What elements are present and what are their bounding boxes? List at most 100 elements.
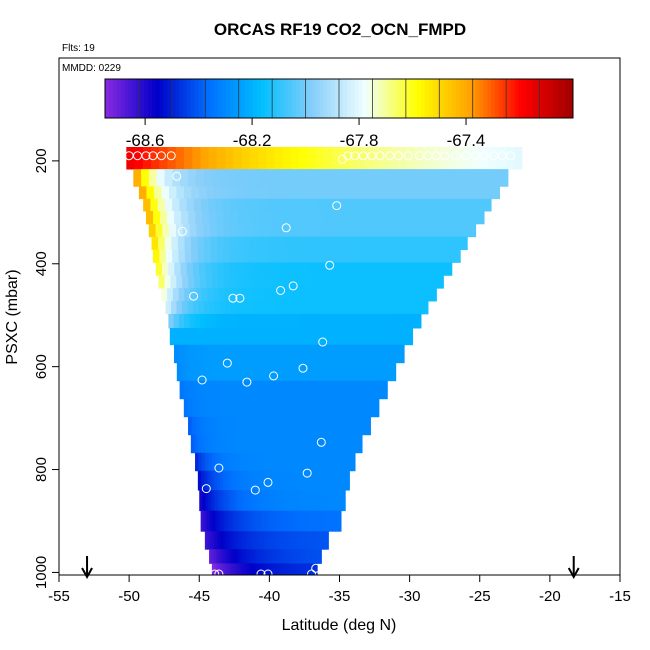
colorbar-segment — [569, 79, 574, 118]
heatmap-cell — [406, 169, 415, 187]
heatmap-cell — [285, 262, 293, 276]
heatmap-cell — [233, 416, 239, 436]
heatmap-cell — [176, 275, 183, 289]
heatmap-cell — [240, 563, 244, 576]
heatmap-cell — [253, 510, 257, 532]
colorbar-segment — [120, 79, 125, 118]
heatmap-cell — [213, 470, 218, 491]
heatmap-cell — [324, 275, 332, 289]
heatmap-cell — [236, 301, 243, 315]
heatmap-cell — [198, 452, 203, 472]
heatmap-cell — [212, 288, 220, 302]
heatmap-cell — [184, 186, 193, 200]
heatmap-cell — [235, 275, 243, 289]
heatmap-cell — [210, 236, 218, 251]
heatmap-cell — [311, 452, 316, 472]
heatmap-cell — [327, 470, 331, 491]
heatmap-cell — [303, 344, 309, 364]
heatmap-cell — [200, 510, 205, 532]
heatmap-cell — [294, 452, 299, 472]
heatmap-cell — [183, 344, 189, 364]
heatmap-cell — [274, 344, 281, 364]
heatmap-cell — [257, 563, 261, 576]
heatmap-cell — [317, 470, 322, 491]
heatmap-cell — [354, 434, 359, 454]
heatmap-cell — [374, 398, 380, 418]
heatmap-cell — [284, 452, 289, 472]
flight-point — [451, 151, 461, 161]
heatmap-cell — [273, 563, 277, 576]
heatmap-cell — [513, 147, 523, 170]
heatmap-cell — [293, 490, 298, 512]
heatmap-cell — [390, 262, 397, 276]
heatmap-cell — [362, 416, 368, 436]
heatmap-cell — [238, 452, 243, 472]
heatmap-cell — [244, 211, 253, 225]
flight-point — [325, 260, 335, 270]
heatmap-cell — [278, 490, 282, 512]
heatmap-cell — [280, 198, 289, 212]
heatmap-cell — [223, 223, 232, 238]
heatmap-cell — [205, 262, 212, 276]
heatmap-cell — [255, 328, 262, 346]
heatmap-cell — [179, 198, 188, 212]
colorbar-segment — [315, 79, 320, 118]
heatmap-cell — [245, 470, 249, 491]
heatmap-cell — [324, 198, 333, 212]
heatmap-cell — [159, 249, 167, 263]
heatmap-cell — [343, 470, 347, 491]
colorbar-segment — [288, 79, 293, 118]
heatmap-cell — [157, 198, 166, 212]
heatmap-cell — [394, 186, 403, 200]
heatmap-cell — [396, 262, 403, 276]
heatmap-cell — [235, 470, 240, 491]
heatmap-cell — [250, 236, 258, 251]
heatmap-cell — [287, 531, 291, 550]
heatmap-cell — [338, 249, 346, 263]
colorbar-segment — [264, 79, 270, 118]
heatmap-cell — [178, 288, 185, 302]
heatmap-cell — [434, 236, 442, 251]
heatmap-cell — [174, 262, 182, 276]
heatmap-cell — [357, 211, 365, 225]
heatmap-cell — [241, 490, 246, 512]
heatmap-cell — [253, 301, 260, 315]
flight-point — [318, 337, 328, 347]
heatmap-cell — [359, 362, 365, 382]
heatmap-cell — [223, 275, 231, 289]
heatmap-cell — [326, 313, 333, 329]
heatmap-cell — [235, 262, 243, 276]
x-axis-label: Latitude (deg N) — [282, 617, 397, 634]
heatmap-cell — [184, 328, 191, 346]
heatmap-cell — [364, 249, 372, 263]
heatmap-cell — [374, 380, 380, 400]
heatmap-cell — [274, 380, 280, 400]
heatmap-cell — [216, 211, 225, 225]
colorbar-segment — [175, 79, 180, 118]
colorbar-segment — [397, 79, 402, 118]
heatmap-cell — [287, 288, 294, 302]
heatmap-cell — [304, 362, 310, 382]
heatmap-cell — [216, 223, 225, 238]
heatmap-cell — [217, 344, 223, 364]
heatmap-cell — [336, 434, 342, 454]
heatmap-cell — [256, 531, 260, 550]
heatmap-cell — [309, 416, 314, 436]
heatmap-cell — [283, 434, 288, 454]
heatmap-cell — [309, 380, 315, 400]
heatmap-cell — [251, 434, 256, 454]
heatmap-cell — [205, 434, 210, 454]
heatmap-cell — [254, 262, 262, 276]
heatmap-cell — [300, 211, 309, 225]
heatmap-cell — [387, 223, 395, 238]
heatmap-cell — [298, 288, 306, 302]
heatmap-cell — [302, 236, 310, 251]
heatmap-cell — [311, 470, 316, 491]
heatmap-cell — [335, 490, 340, 512]
heatmap-cell — [164, 236, 172, 251]
heatmap-cell — [301, 434, 306, 454]
heatmap-cell — [277, 362, 283, 382]
heatmap-cell — [273, 398, 278, 418]
heatmap-cell — [259, 186, 268, 200]
colorbar-segment — [229, 79, 235, 118]
